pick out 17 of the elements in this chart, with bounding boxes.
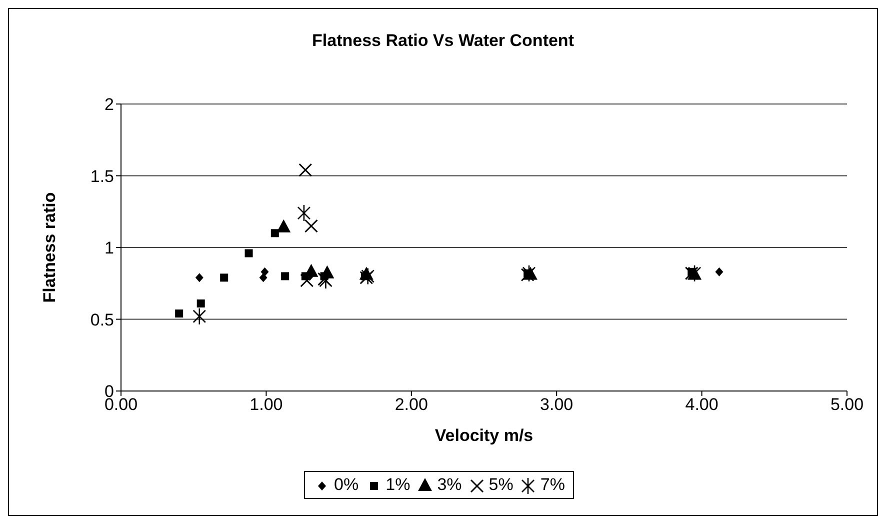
x-tick-label: 2.00 (394, 395, 428, 414)
y-tick-label: 1.5 (90, 166, 114, 186)
x-tick-label: 5.00 (830, 395, 864, 414)
x-tick-label: 3.00 (540, 395, 574, 414)
legend-label: 1% (386, 475, 410, 495)
y-tick-label: 0.5 (90, 310, 114, 330)
legend-label: 5% (488, 475, 514, 495)
chart-title: Flatness Ratio Vs Water Content (311, 31, 575, 51)
legend-label: 3% (437, 475, 462, 495)
x-tick-label: 4.00 (685, 395, 718, 414)
y-axis-title: Flatness ratio (40, 192, 60, 303)
legend-label: 7% (540, 475, 565, 495)
x-tick-label: 1.00 (250, 395, 283, 414)
legend-label: 0% (334, 475, 359, 495)
y-tick-label: 2 (104, 95, 114, 114)
y-tick-label: 1 (104, 238, 114, 258)
x-axis-title: Velocity m/s (434, 426, 534, 446)
